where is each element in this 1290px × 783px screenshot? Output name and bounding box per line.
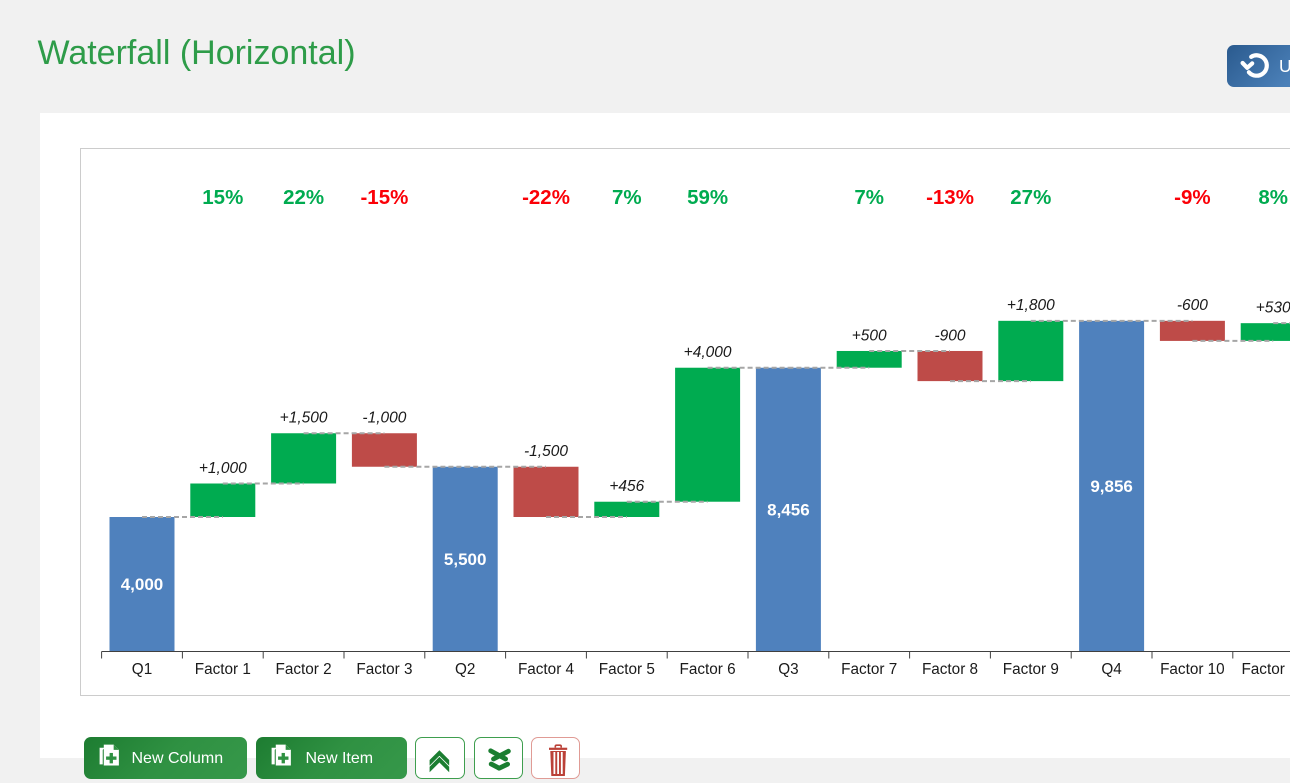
- svg-text:5,500: 5,500: [444, 550, 487, 569]
- svg-text:Factor 10: Factor 10: [1160, 661, 1225, 678]
- svg-text:Factor 9: Factor 9: [1003, 661, 1059, 678]
- svg-text:7%: 7%: [854, 186, 884, 209]
- svg-text:Factor 6: Factor 6: [680, 661, 736, 678]
- svg-text:Factor 7: Factor 7: [841, 661, 897, 678]
- svg-text:59%: 59%: [687, 186, 728, 209]
- svg-text:8%: 8%: [1258, 186, 1288, 209]
- svg-text:-22%: -22%: [522, 186, 570, 209]
- svg-text:+456: +456: [609, 478, 644, 495]
- svg-text:-9%: -9%: [1174, 186, 1210, 209]
- svg-text:+1,500: +1,500: [280, 410, 328, 427]
- svg-text:-600: -600: [1177, 297, 1208, 314]
- svg-text:+4,000: +4,000: [684, 344, 732, 361]
- svg-text:+1,800: +1,800: [1007, 297, 1055, 314]
- svg-text:Factor 3: Factor 3: [356, 661, 412, 678]
- svg-text:Q3: Q3: [778, 661, 798, 678]
- svg-text:Factor 5: Factor 5: [599, 661, 655, 678]
- svg-text:+530: +530: [1256, 300, 1290, 317]
- svg-text:Q1: Q1: [132, 661, 152, 678]
- svg-text:-1,500: -1,500: [524, 443, 568, 460]
- svg-text:8,456: 8,456: [767, 501, 810, 520]
- svg-text:Q4: Q4: [1101, 661, 1122, 678]
- svg-text:15%: 15%: [202, 186, 243, 209]
- svg-text:Factor 4: Factor 4: [518, 661, 575, 678]
- svg-text:22%: 22%: [283, 186, 324, 209]
- svg-text:Factor 11: Factor 11: [1241, 661, 1290, 678]
- svg-text:-900: -900: [934, 327, 965, 344]
- svg-text:Factor 8: Factor 8: [922, 661, 978, 678]
- svg-text:Factor 1: Factor 1: [195, 661, 251, 678]
- svg-text:+1,000: +1,000: [199, 460, 247, 477]
- svg-text:Factor 2: Factor 2: [276, 661, 332, 678]
- svg-text:9,856: 9,856: [1090, 477, 1133, 496]
- svg-text:-15%: -15%: [360, 186, 408, 209]
- svg-text:Q2: Q2: [455, 661, 475, 678]
- svg-text:4,000: 4,000: [121, 575, 164, 594]
- svg-text:7%: 7%: [612, 186, 642, 209]
- svg-text:-13%: -13%: [926, 186, 974, 209]
- svg-text:-1,000: -1,000: [362, 410, 406, 427]
- svg-text:+500: +500: [852, 327, 887, 344]
- svg-text:27%: 27%: [1010, 186, 1051, 209]
